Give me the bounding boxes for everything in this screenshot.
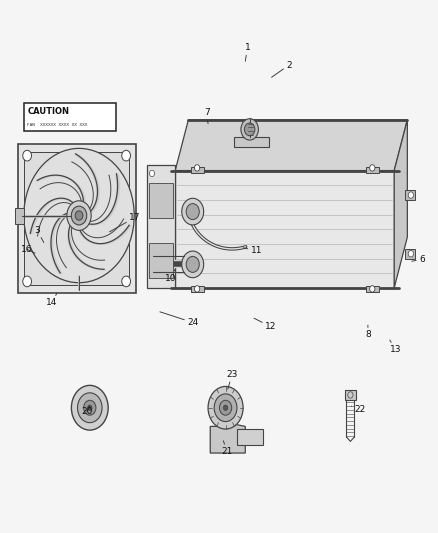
Text: 6: 6 — [412, 255, 425, 264]
Bar — [149, 243, 173, 278]
Circle shape — [182, 198, 204, 225]
Text: 13: 13 — [390, 340, 401, 354]
Circle shape — [122, 150, 131, 161]
Polygon shape — [210, 424, 245, 453]
Circle shape — [84, 400, 96, 415]
Circle shape — [149, 170, 155, 176]
Text: 21: 21 — [221, 441, 233, 456]
Circle shape — [370, 286, 375, 292]
Bar — [149, 183, 173, 218]
Bar — [366, 286, 379, 292]
Text: 1: 1 — [244, 44, 251, 61]
Text: 7: 7 — [204, 109, 210, 124]
Circle shape — [23, 276, 32, 287]
Circle shape — [78, 393, 102, 423]
Bar — [191, 167, 204, 173]
Circle shape — [370, 165, 375, 171]
Circle shape — [182, 251, 204, 278]
Text: FAN  XXXXXX XXXX XX XXX: FAN XXXXXX XXXX XX XXX — [27, 123, 87, 127]
Bar — [405, 190, 415, 200]
Circle shape — [186, 256, 199, 272]
Text: 20: 20 — [81, 406, 92, 416]
Polygon shape — [394, 120, 407, 288]
Bar — [366, 167, 379, 173]
Circle shape — [208, 386, 243, 429]
Text: 2: 2 — [272, 61, 292, 77]
Circle shape — [88, 405, 92, 410]
Circle shape — [408, 192, 413, 198]
Circle shape — [194, 286, 200, 292]
Bar — [191, 286, 204, 292]
Circle shape — [241, 119, 258, 140]
Bar — [147, 165, 175, 288]
Text: 3: 3 — [34, 226, 44, 243]
Circle shape — [408, 251, 413, 257]
Bar — [15, 207, 24, 223]
Circle shape — [71, 206, 87, 225]
Text: 17: 17 — [110, 213, 141, 232]
Bar — [345, 390, 356, 400]
Text: 23: 23 — [226, 370, 238, 389]
Circle shape — [75, 211, 83, 220]
Bar — [24, 152, 129, 285]
Text: 10: 10 — [165, 269, 177, 282]
Circle shape — [223, 405, 228, 410]
Circle shape — [23, 150, 32, 161]
Circle shape — [214, 394, 237, 422]
Text: 8: 8 — [365, 325, 371, 339]
Bar — [405, 249, 415, 259]
Circle shape — [348, 392, 353, 398]
Bar — [18, 144, 136, 293]
Bar — [237, 429, 263, 445]
Circle shape — [186, 204, 199, 220]
Circle shape — [24, 148, 134, 282]
Circle shape — [67, 201, 91, 230]
Text: CAUTION: CAUTION — [28, 107, 70, 116]
Polygon shape — [175, 171, 394, 288]
Circle shape — [194, 165, 200, 171]
Text: 16: 16 — [21, 245, 35, 254]
Circle shape — [122, 276, 131, 287]
Circle shape — [244, 123, 255, 136]
Text: 22: 22 — [351, 405, 366, 414]
Text: 14: 14 — [46, 293, 57, 307]
Circle shape — [219, 400, 232, 415]
Circle shape — [71, 385, 108, 430]
Bar — [24, 103, 116, 131]
Text: 24: 24 — [160, 312, 198, 327]
Text: 12: 12 — [254, 318, 276, 331]
Polygon shape — [175, 120, 407, 171]
Text: 11: 11 — [243, 246, 262, 255]
Bar — [234, 138, 269, 147]
